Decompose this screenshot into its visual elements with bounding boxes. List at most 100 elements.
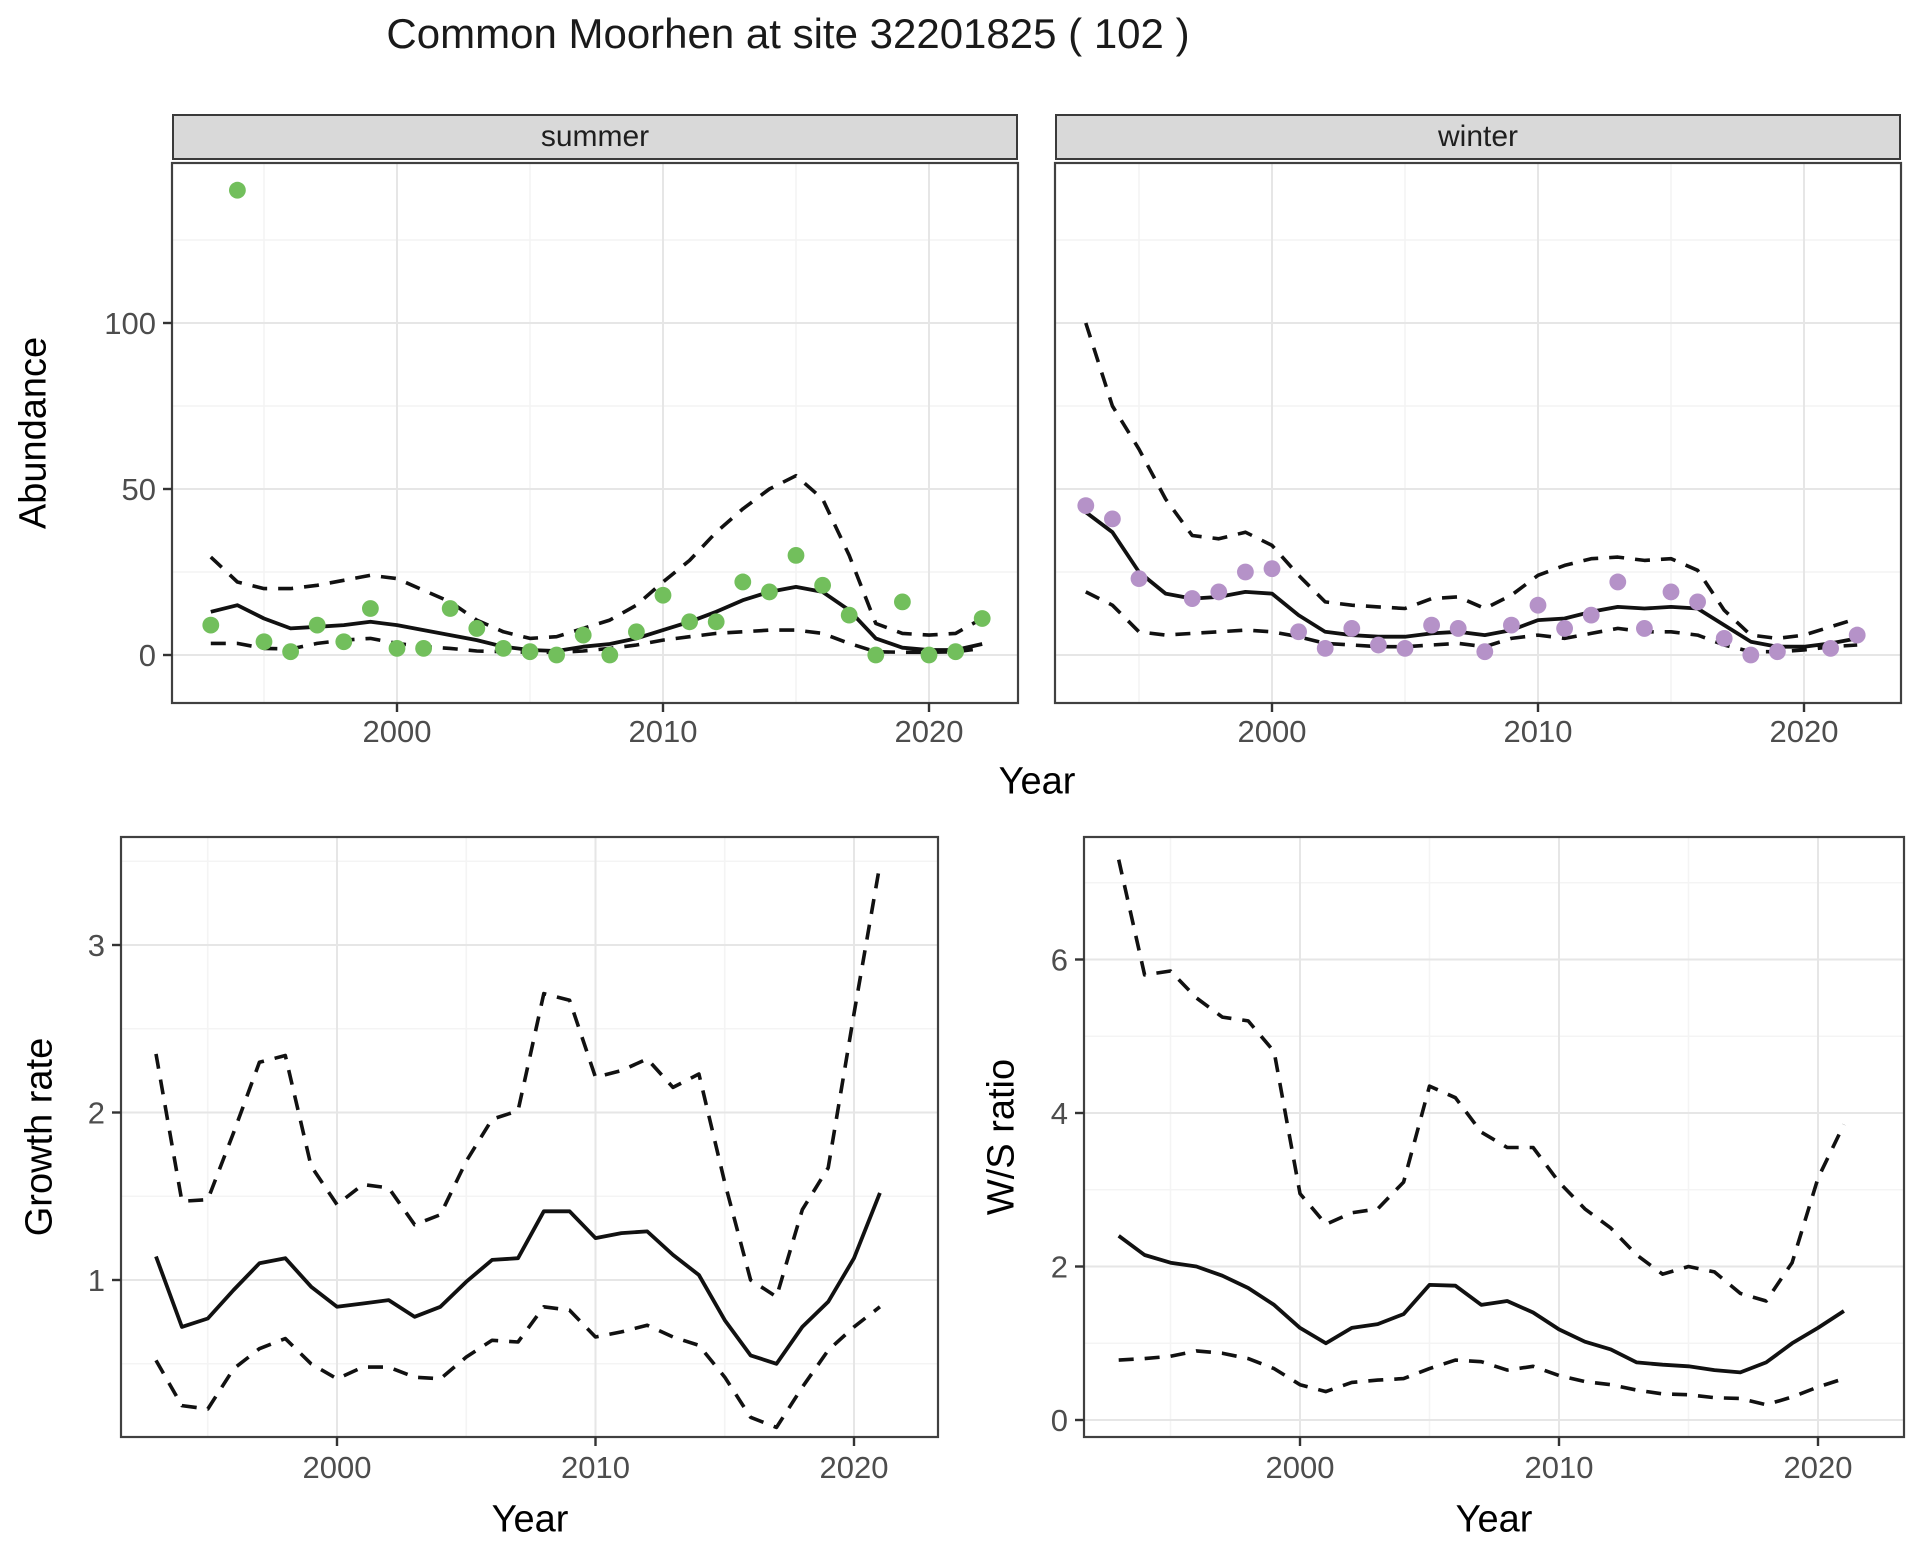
growth-rate-panel-background (121, 837, 938, 1437)
summer-data-point (229, 181, 246, 199)
summer-upper-ci-line (209, 473, 984, 641)
winter-data-point (1742, 646, 1760, 664)
top-year-axis-label: Year (998, 760, 1076, 803)
summer-x-tick-label: 2000 (363, 714, 432, 749)
summer-data-point (681, 613, 698, 631)
winter-data-point (1689, 593, 1706, 611)
ws-ratio-x-tick-label: 2010 (1525, 1450, 1594, 1485)
winter-lower-ci-line (1084, 590, 1858, 654)
ws-ratio-y-tick-label: 4 (1051, 1096, 1068, 1131)
ws-ratio-x-tick-label: 2020 (1784, 1450, 1853, 1485)
summer-x-tick-label: 2010 (629, 714, 698, 749)
summer-data-point (388, 639, 406, 657)
growth-rate-y-tick-label: 2 (88, 1096, 105, 1131)
summer-panel-background (172, 163, 1018, 703)
ws-ratio-lower-ci-line (1118, 1349, 1845, 1407)
growth-rate-x-tick-label: 2000 (303, 1450, 372, 1485)
facet-strip-summer: summer (172, 114, 1018, 160)
summer-data-point (814, 576, 831, 594)
winter-data-point (1237, 563, 1254, 581)
summer-data-point (335, 633, 353, 651)
winter-panel-background (1055, 163, 1901, 703)
summer-y-tick-label: 0 (139, 638, 156, 673)
growth-rate-axis-label: Growth rate (18, 1037, 61, 1237)
winter-data-point (1263, 560, 1281, 578)
winter-data-point (1662, 583, 1680, 601)
ws-year-axis-label: Year (1455, 1498, 1533, 1541)
summer-data-point (202, 616, 220, 634)
summer-data-point (362, 600, 379, 617)
summer-data-point (761, 583, 778, 601)
plot-title: Common Moorhen at site 32201825 ( 102 ) (386, 10, 1190, 57)
winter-data-point (1370, 636, 1387, 654)
ws-ratio-axis-label: W/S ratio (980, 1058, 1023, 1216)
facet-strip-summer-label: summer (540, 120, 650, 153)
winter-upper-ci-line (1084, 322, 1858, 641)
ws-ratio-panel-background (1084, 837, 1904, 1437)
growth-rate-x-tick-label: 2020 (820, 1450, 889, 1485)
winter-data-point (1822, 639, 1839, 657)
winter-data-point (1423, 616, 1440, 634)
summer-x-tick-label: 2020 (895, 714, 964, 749)
summer-data-point (947, 643, 964, 661)
summer-data-point (468, 620, 486, 637)
winter-x-tick-label: 2020 (1770, 714, 1839, 749)
summer-data-point (255, 633, 273, 651)
ws-ratio-y-tick-label: 0 (1051, 1403, 1068, 1438)
summer-panel-border (170, 161, 1020, 705)
winter-panel-border (1053, 161, 1903, 705)
ws-ratio-y-tick-label: 2 (1051, 1250, 1068, 1285)
winter-data-point (1316, 639, 1334, 657)
growth-rate-lower-ci-line (154, 1305, 882, 1430)
winter-x-tick-label: 2000 (1238, 714, 1307, 749)
winter-data-point (1556, 620, 1573, 637)
winter-data-point (1210, 583, 1228, 601)
growth-rate-x-tick-label: 2010 (561, 1450, 630, 1485)
winter-data-point (1449, 620, 1467, 637)
winter-data-point (1582, 606, 1600, 624)
summer-data-point (894, 593, 911, 611)
winter-data-point (1769, 643, 1786, 661)
summer-data-point (920, 646, 938, 664)
winter-data-point (1183, 590, 1201, 607)
growth-rate-trend-line (154, 1192, 882, 1366)
facet-strip-winter-label: winter (1437, 120, 1519, 153)
summer-data-point (415, 639, 432, 657)
winter-data-point (1077, 497, 1095, 514)
summer-data-point (282, 643, 299, 661)
growth-rate-panel-border (119, 835, 940, 1439)
summer-data-point (840, 606, 858, 624)
summer-y-tick-label: 50 (122, 472, 156, 507)
winter-data-point (1715, 630, 1733, 647)
summer-data-point (867, 646, 885, 664)
summer-y-tick-label: 100 (104, 306, 156, 341)
summer-data-point (707, 613, 725, 631)
winter-x-tick-label: 2010 (1504, 714, 1573, 749)
growth-year-axis-label: Year (491, 1498, 569, 1541)
summer-data-point (548, 646, 565, 664)
winter-data-point (1290, 623, 1307, 641)
winter-data-point (1130, 570, 1148, 588)
winter-data-point (1636, 620, 1653, 637)
winter-data-point (1343, 620, 1361, 637)
winter-data-point (1476, 643, 1494, 661)
summer-data-point (308, 616, 326, 634)
winter-data-point (1104, 510, 1121, 528)
ws-ratio-panel-border (1082, 835, 1906, 1439)
summer-data-point (495, 639, 512, 657)
summer-data-point (628, 623, 645, 641)
growth-rate-upper-ci-line (154, 864, 882, 1299)
winter-data-point (1848, 626, 1866, 644)
summer-data-point (734, 573, 752, 591)
summer-data-point (601, 646, 619, 664)
summer-data-point (441, 600, 459, 617)
winter-data-point (1529, 596, 1547, 614)
ws-ratio-x-tick-label: 2000 (1266, 1450, 1335, 1485)
summer-data-point (654, 586, 672, 604)
growth-rate-y-tick-label: 1 (88, 1263, 105, 1298)
summer-data-point (521, 643, 539, 661)
ws-ratio-y-tick-label: 6 (1051, 943, 1068, 978)
facet-strip-winter: winter (1055, 114, 1901, 160)
